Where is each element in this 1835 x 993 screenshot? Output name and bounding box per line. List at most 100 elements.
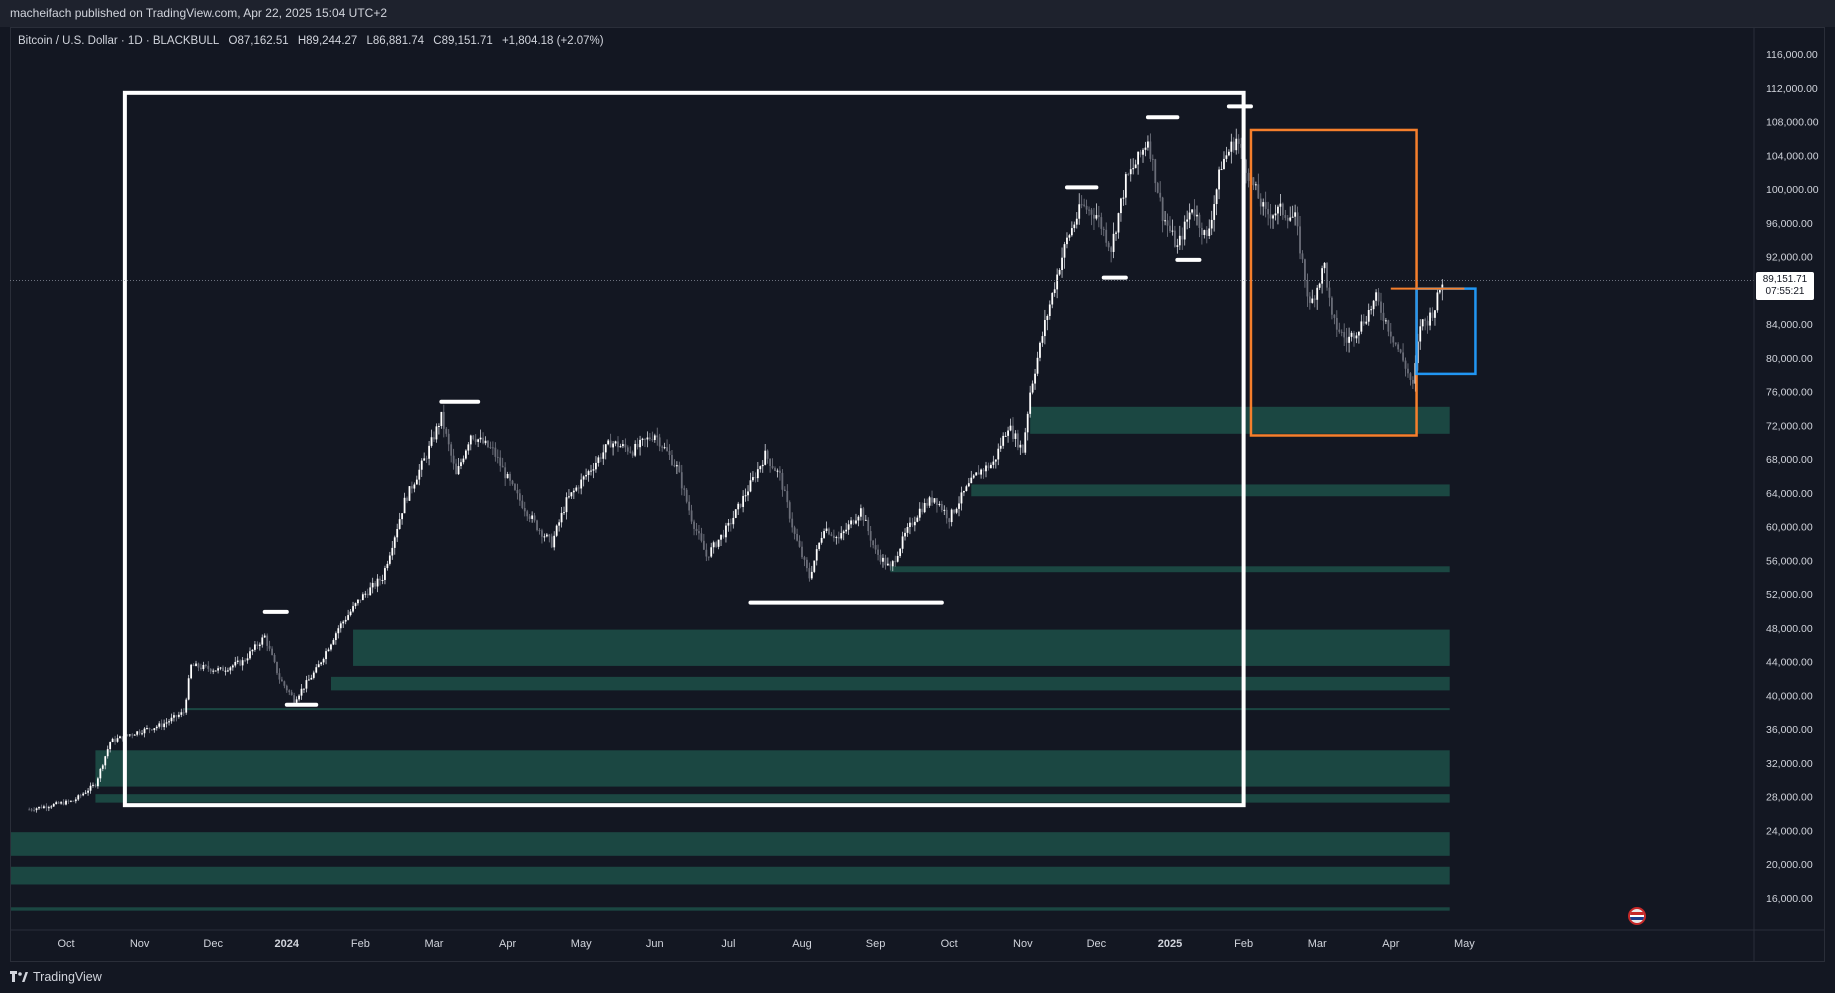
blue-box[interactable] bbox=[1415, 287, 1477, 376]
y-tick-label: 92,000.00 bbox=[1766, 252, 1813, 264]
candle-body-364 bbox=[921, 508, 924, 513]
candle-body-447 bbox=[1124, 174, 1127, 198]
close-value: C89,151.71 bbox=[433, 35, 493, 47]
candle-body-140 bbox=[371, 582, 374, 588]
candle-body-251 bbox=[644, 438, 646, 440]
candle-body-388 bbox=[980, 469, 982, 475]
candle-body-497 bbox=[1247, 172, 1250, 181]
candle-body-122 bbox=[327, 649, 330, 652]
candle-body-506 bbox=[1269, 214, 1272, 219]
candle-body-324 bbox=[823, 531, 825, 538]
candle-body-510 bbox=[1279, 203, 1282, 207]
candle-body-262 bbox=[671, 454, 673, 465]
candle-body-24 bbox=[87, 790, 89, 793]
candle-body-6 bbox=[43, 806, 45, 809]
candle-body-370 bbox=[936, 498, 938, 506]
x-tick-label: Jul bbox=[721, 938, 735, 950]
candle-body-541 bbox=[1355, 335, 1358, 339]
candle-body-358 bbox=[906, 527, 909, 533]
candle-body-181 bbox=[472, 435, 475, 440]
candle-body-406 bbox=[1024, 432, 1027, 453]
candle-body-482 bbox=[1210, 219, 1213, 229]
orange-box[interactable] bbox=[1249, 128, 1418, 437]
candle-body-576 bbox=[1441, 284, 1444, 291]
candle-body-483 bbox=[1213, 204, 1216, 220]
candle-body-569 bbox=[1424, 319, 1427, 321]
candle-body-412 bbox=[1039, 342, 1041, 358]
candle-body-504 bbox=[1264, 202, 1267, 209]
symbol-title[interactable]: Bitcoin / U.S. Dollar · 1D · BLACKBULL bbox=[18, 35, 220, 47]
candle-body-187 bbox=[487, 440, 489, 448]
candle-body-443 bbox=[1115, 232, 1117, 234]
candle-body-228 bbox=[587, 471, 590, 476]
flag-icon[interactable] bbox=[1628, 907, 1646, 925]
candle-body-290 bbox=[739, 503, 742, 507]
candle-body-475 bbox=[1193, 209, 1196, 217]
candle-body-425 bbox=[1070, 228, 1073, 236]
candle-body-540 bbox=[1353, 332, 1355, 339]
candle-body-300 bbox=[764, 450, 767, 465]
candle-body-150 bbox=[396, 529, 399, 538]
x-tick-label: Nov bbox=[130, 938, 150, 950]
tradingview-logo[interactable]: TradingView bbox=[10, 970, 102, 984]
candle-body-573 bbox=[1434, 310, 1436, 318]
y-tick-label: 68,000.00 bbox=[1766, 454, 1813, 466]
candle-body-124 bbox=[332, 640, 335, 645]
white-box[interactable] bbox=[122, 90, 1246, 808]
candle-body-52 bbox=[155, 726, 158, 729]
candle-body-413 bbox=[1041, 336, 1044, 343]
candle-body-34 bbox=[111, 738, 114, 743]
candle-body-481 bbox=[1208, 228, 1211, 237]
high-value: H89,244.27 bbox=[297, 35, 358, 47]
candle-body-502 bbox=[1259, 198, 1262, 207]
candle-body-43 bbox=[133, 734, 136, 736]
candle-body-296 bbox=[754, 477, 757, 479]
candle-body-440 bbox=[1107, 242, 1110, 248]
candle-body-491 bbox=[1232, 141, 1235, 151]
candle-body-29 bbox=[99, 768, 102, 779]
y-tick-label: 104,000.00 bbox=[1766, 150, 1819, 162]
candle-body-371 bbox=[938, 503, 941, 506]
candle-body-363 bbox=[918, 508, 921, 518]
candle-body-454 bbox=[1142, 149, 1144, 155]
candle-body-78 bbox=[219, 667, 222, 669]
candle-body-176 bbox=[460, 462, 462, 467]
candle-body-352 bbox=[891, 561, 894, 567]
candle-body-492 bbox=[1235, 138, 1238, 151]
candle-body-340 bbox=[862, 508, 865, 521]
candle-body-351 bbox=[889, 563, 892, 567]
candle-body-246 bbox=[631, 452, 634, 456]
zone-3 bbox=[353, 629, 1450, 666]
candle-body-236 bbox=[607, 440, 610, 445]
candle-body-372 bbox=[940, 503, 943, 511]
candle-body-316 bbox=[803, 557, 806, 560]
candle-body-459 bbox=[1154, 159, 1157, 184]
candle-body-564 bbox=[1411, 379, 1414, 384]
candle-body-274 bbox=[700, 533, 703, 541]
candle-body-244 bbox=[626, 447, 629, 452]
candle-body-256 bbox=[656, 435, 659, 438]
candle-body-338 bbox=[857, 516, 860, 521]
candle-body-179 bbox=[467, 444, 470, 451]
candle-body-409 bbox=[1031, 383, 1034, 393]
candle-body-487 bbox=[1223, 158, 1225, 170]
candle-body-74 bbox=[209, 668, 212, 672]
candle-body-109 bbox=[295, 699, 298, 703]
candle-body-33 bbox=[109, 742, 112, 750]
candle-body-88 bbox=[244, 660, 246, 662]
candle-body-242 bbox=[622, 444, 624, 447]
candle-body-428 bbox=[1078, 204, 1081, 219]
footer-bar: TradingView bbox=[0, 962, 1835, 993]
candle-body-80 bbox=[224, 670, 227, 672]
candle-body-202 bbox=[523, 507, 526, 512]
candle-body-331 bbox=[840, 533, 843, 539]
candle-body-48 bbox=[146, 728, 148, 730]
candle-body-154 bbox=[406, 497, 408, 501]
candle-body-294 bbox=[749, 480, 752, 492]
candle-body-31 bbox=[104, 756, 107, 766]
y-tick-label: 20,000.00 bbox=[1766, 859, 1813, 871]
candle-body-208 bbox=[538, 530, 541, 532]
candle-body-559 bbox=[1399, 349, 1402, 353]
candle-body-149 bbox=[393, 537, 396, 548]
